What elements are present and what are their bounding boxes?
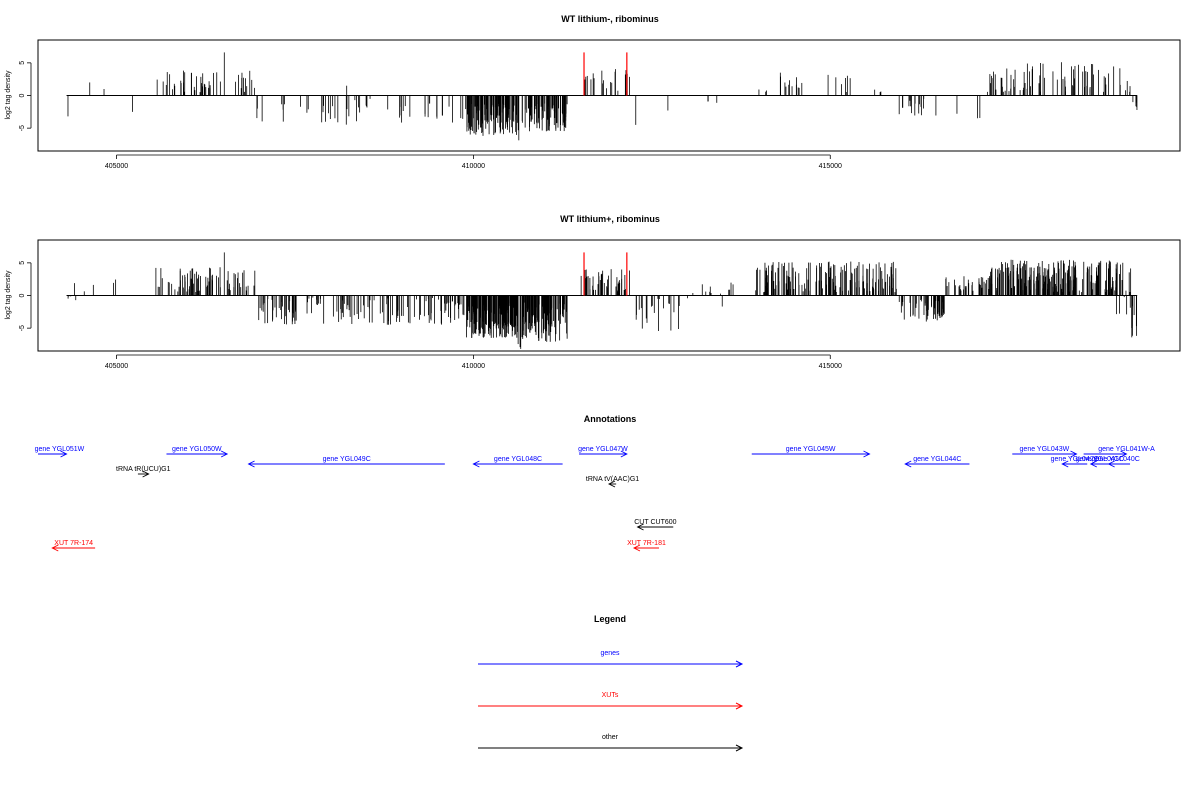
y-tick-label: 5	[19, 261, 26, 265]
feature-gene: gene YGL044C	[904, 456, 970, 468]
legend-label: genes	[600, 650, 620, 657]
y-tick-label: -5	[19, 325, 26, 331]
x-tick-label: 410000	[462, 163, 485, 170]
legend-label: other	[602, 734, 619, 741]
feature-gene: gene YGL040C	[1092, 456, 1140, 468]
feature-label: gene YGL050W	[172, 446, 222, 453]
legend: Legend genes XUTs other	[478, 614, 744, 752]
panel-title: WT lithium-, ribominus	[561, 14, 659, 24]
y-tick-label: 5	[19, 61, 26, 65]
annotations-title: Annotations	[584, 414, 637, 424]
feature-label: CUT CUT600	[634, 519, 676, 526]
feature-other: CUT CUT600	[634, 519, 677, 531]
feature-label: gene YGL051W	[35, 446, 85, 453]
feature-label: gene YGL048C	[494, 456, 542, 463]
x-tick-label: 405000	[105, 363, 128, 370]
feature-other: tRNA tR(UCU)G1	[116, 466, 171, 478]
feature-label: gene YGL043W	[1020, 446, 1070, 453]
x-tick-label: 410000	[462, 363, 485, 370]
density-bars	[66, 52, 1138, 141]
y-axis: 5 0 -5	[19, 61, 32, 131]
feature-label: tRNA tV(AAC)G1	[586, 476, 639, 483]
feature-label: gene YGL041W-A	[1098, 446, 1155, 453]
y-axis: 5 0 -5	[19, 261, 32, 331]
legend-entry: XUTs	[478, 692, 744, 710]
feature-gene: gene YGL050W	[166, 446, 229, 458]
x-axis: 405000 410000 415000	[105, 154, 842, 170]
feature-gene: gene YGL041C	[1076, 456, 1124, 468]
legend-title: Legend	[594, 614, 626, 624]
legend-label: XUTs	[602, 692, 619, 699]
density-bars	[66, 252, 1138, 349]
feature-label: gene YGL041C	[1076, 456, 1124, 463]
y-axis-title: log2 tag density	[5, 270, 12, 320]
x-tick-label: 405000	[105, 163, 128, 170]
x-tick-label: 415000	[819, 363, 842, 370]
feature-label: gene YGL047W	[578, 446, 628, 453]
feature-label: tRNA tR(UCU)G1	[116, 466, 171, 473]
y-tick-label: 0	[19, 93, 26, 97]
track-panel-lithium-minus: WT lithium-, ribominus log2 tag density …	[5, 14, 1181, 170]
feature-gene: gene YGL049C	[247, 456, 445, 468]
legend-entry: other	[478, 734, 744, 752]
feature-label: XUT 7R-181	[627, 540, 666, 547]
feature-gene: gene YGL045W	[751, 446, 871, 458]
feature-label: gene YGL049C	[323, 456, 371, 463]
feature-gene: gene YGL048C	[472, 456, 563, 468]
y-axis-title: log2 tag density	[5, 70, 12, 120]
x-axis: 405000 410000 415000	[105, 354, 842, 370]
feature-label: XUT 7R-174	[54, 540, 93, 547]
annotations-track: Annotations gene YGL051W gene YGL050Wgene…	[35, 414, 1155, 552]
feature-gene: gene YGL051W	[35, 446, 85, 458]
track-panel-lithium-plus: WT lithium+, ribominus log2 tag density …	[5, 214, 1181, 370]
feature-gene: gene YGL041W-A	[1083, 446, 1155, 458]
panel-title: WT lithium+, ribominus	[560, 214, 660, 224]
feature-list: gene YGL051W gene YGL050W gene YGL049C gene…	[35, 446, 1155, 552]
y-tick-label: 0	[19, 293, 26, 297]
feature-gene: gene YGL043W	[1012, 446, 1078, 458]
feature-label: gene YGL040C	[1092, 456, 1140, 463]
plot-frame	[37, 239, 1181, 352]
feature-other: tRNA tV(AAC)G1	[586, 476, 639, 488]
feature-xut: XUT 7R-174	[51, 540, 96, 552]
feature-label: gene YGL044C	[913, 456, 961, 463]
feature-label: gene YGL045W	[786, 446, 836, 453]
y-tick-label: -5	[19, 125, 26, 131]
feature-gene: gene YGL042C	[1051, 456, 1099, 468]
feature-xut: XUT 7R-181	[627, 540, 666, 552]
legend-entries: genes XUTs other	[478, 650, 744, 752]
feature-gene: gene YGL047W	[578, 446, 628, 458]
legend-entry: genes	[478, 650, 744, 668]
plot-frame	[37, 39, 1181, 152]
feature-label: gene YGL042C	[1051, 456, 1099, 463]
x-tick-label: 415000	[819, 163, 842, 170]
